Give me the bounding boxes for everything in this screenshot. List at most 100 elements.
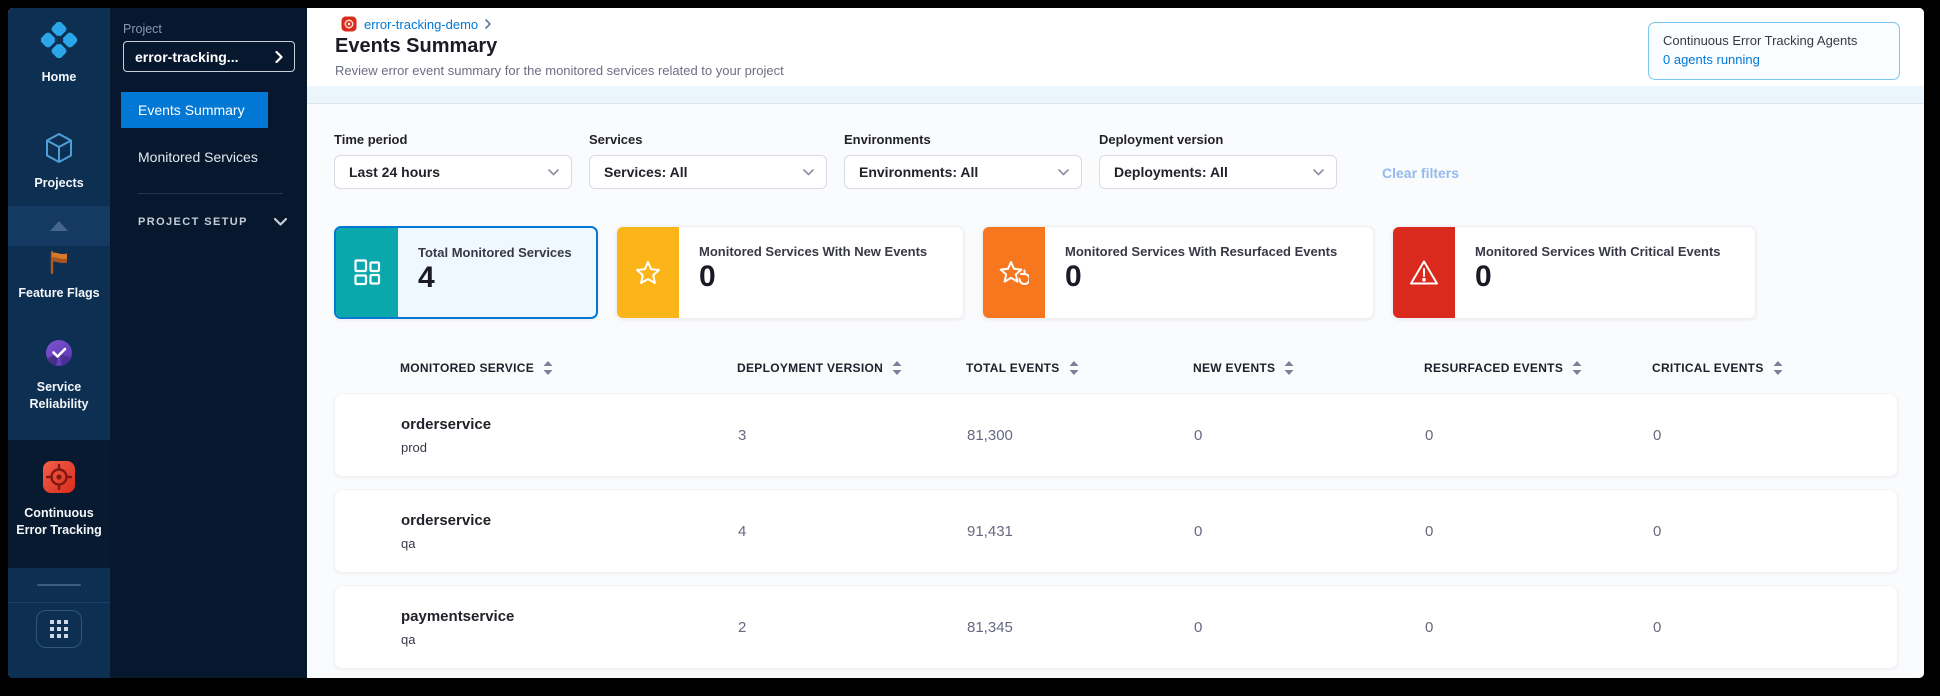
sidebar-item-service-reliability[interactable]: Service Reliability xyxy=(8,338,110,412)
sidebar-item-continuous-error-tracking[interactable]: Continuous Error Tracking xyxy=(8,460,110,538)
total-events-cell: 81,300 xyxy=(967,426,1013,444)
summary-cards: Total Monitored Services 4 Monitored Ser… xyxy=(334,226,1924,319)
cube-icon xyxy=(44,132,74,168)
sidebar-item-label: Feature Flags xyxy=(18,286,100,301)
card-label: Monitored Services With Critical Events xyxy=(1475,244,1721,259)
breadcrumb-project-link[interactable]: error-tracking-demo xyxy=(364,16,479,32)
filter-time-period: Time period Last 24 hours xyxy=(334,132,572,189)
table-row[interactable]: orderservice prod 3 81,300 0 0 0 xyxy=(334,393,1898,477)
table-row[interactable]: paymentservice qa 2 81,345 0 0 0 xyxy=(334,585,1898,669)
agents-box-title: Continuous Error Tracking Agents xyxy=(1663,33,1858,48)
page-content: Time period Last 24 hours Services Servi… xyxy=(307,104,1924,678)
sidebar-item-label: Home xyxy=(41,70,77,85)
select-value: Last 24 hours xyxy=(349,164,441,180)
column-header-total-events[interactable]: Total Events xyxy=(966,361,1193,375)
error-tracking-icon xyxy=(42,460,76,498)
time-period-select[interactable]: Last 24 hours xyxy=(334,155,572,189)
nav-item-monitored-services[interactable]: Monitored Services xyxy=(138,149,258,165)
column-header-resurfaced-events[interactable]: Resurfaced Events xyxy=(1424,361,1652,375)
filter-label: Time period xyxy=(334,132,408,147)
environments-select[interactable]: Environments: All xyxy=(844,155,1082,189)
chevron-down-icon xyxy=(1313,168,1324,176)
select-value: Deployments: All xyxy=(1114,164,1228,180)
module-grid-button[interactable] xyxy=(36,610,82,648)
star-resurfaced-icon xyxy=(999,260,1029,285)
card-value: 0 xyxy=(1065,260,1082,293)
harness-logo-icon xyxy=(40,21,78,62)
service-cell: paymentservice qa xyxy=(401,608,738,647)
sidebar-item-feature-flags[interactable]: Feature Flags xyxy=(8,250,110,302)
project-nav: Project error-tracking... Events Summary… xyxy=(110,8,307,678)
project-selector[interactable]: error-tracking... xyxy=(123,41,295,72)
sort-icon xyxy=(543,361,553,375)
new-events-cell: 0 xyxy=(1194,618,1203,636)
column-header-critical-events[interactable]: Critical Events xyxy=(1652,361,1898,375)
grid-icon xyxy=(50,620,68,638)
card-icon-block xyxy=(336,228,398,317)
error-tracking-icon xyxy=(341,16,357,32)
card-icon-block xyxy=(1393,227,1455,318)
project-setup-label: PROJECT SETUP xyxy=(138,216,248,228)
filter-deployment-version: Deployment version Deployments: All xyxy=(1099,132,1337,189)
agents-running-link[interactable]: 0 agents running xyxy=(1663,52,1760,67)
card-value: 0 xyxy=(699,260,716,293)
clear-filters-button[interactable]: Clear filters xyxy=(1382,165,1460,181)
nav-scroll-up[interactable] xyxy=(8,206,110,246)
dashboard-grid-icon xyxy=(353,259,380,286)
table-row[interactable]: orderservice qa 4 91,431 0 0 0 xyxy=(334,489,1898,573)
card-label: Monitored Services With New Events xyxy=(699,244,928,259)
deployments-select[interactable]: Deployments: All xyxy=(1099,155,1337,189)
filter-label: Services xyxy=(589,132,643,147)
service-name: orderservice xyxy=(401,511,492,529)
project-section-label: Project xyxy=(123,22,162,36)
service-environment: qa xyxy=(401,535,416,551)
nav-resize-handle[interactable] xyxy=(37,584,81,586)
filter-label: Environments xyxy=(844,132,931,147)
nav-item-events-summary[interactable]: Events Summary xyxy=(121,92,268,128)
column-header-new-events[interactable]: New Events xyxy=(1193,361,1424,375)
project-setup-toggle[interactable]: PROJECT SETUP xyxy=(138,216,287,228)
page-header: error-tracking-demo Events Summary Revie… xyxy=(307,8,1924,86)
chevron-up-icon xyxy=(50,221,68,231)
divider xyxy=(8,602,110,603)
sort-icon xyxy=(1069,361,1079,375)
module-nav-footer xyxy=(8,568,110,678)
sort-icon xyxy=(1284,361,1294,375)
column-header-monitored-service[interactable]: Monitored Service xyxy=(400,361,737,375)
filter-services: Services Services: All xyxy=(589,132,827,189)
card-total-monitored-services[interactable]: Total Monitored Services 4 xyxy=(334,226,598,319)
nav-item-label: Monitored Services xyxy=(138,149,258,165)
chevron-right-icon xyxy=(275,50,283,63)
sidebar-item-label: Service Reliability xyxy=(29,380,89,411)
sidebar-item-projects[interactable]: Projects xyxy=(8,132,110,192)
column-header-deployment-version[interactable]: Deployment Version xyxy=(737,361,966,375)
chevron-down-icon xyxy=(273,218,287,226)
page-subtitle: Review error event summary for the monit… xyxy=(335,63,784,78)
toolbar-strip xyxy=(307,86,1924,104)
deployment-version-cell: 4 xyxy=(738,522,747,540)
card-label: Monitored Services With Resurfaced Event… xyxy=(1065,244,1338,259)
card-critical-events[interactable]: Monitored Services With Critical Events … xyxy=(1392,226,1756,319)
reliability-icon xyxy=(44,338,74,372)
resurfaced-events-cell: 0 xyxy=(1425,618,1434,636)
card-value: 0 xyxy=(1475,260,1492,293)
flag-icon xyxy=(47,250,71,278)
new-events-cell: 0 xyxy=(1194,522,1203,540)
service-name: paymentservice xyxy=(401,607,515,625)
card-icon-block xyxy=(617,227,679,318)
resurfaced-events-cell: 0 xyxy=(1425,426,1434,444)
card-resurfaced-events[interactable]: Monitored Services With Resurfaced Event… xyxy=(982,226,1374,319)
card-new-events[interactable]: Monitored Services With New Events 0 xyxy=(616,226,964,319)
star-icon xyxy=(636,260,660,284)
card-icon-block xyxy=(983,227,1045,318)
services-select[interactable]: Services: All xyxy=(589,155,827,189)
critical-events-cell: 0 xyxy=(1653,618,1662,636)
page-title: Events Summary xyxy=(335,35,498,57)
sort-icon xyxy=(1572,361,1582,375)
service-cell: orderservice prod xyxy=(401,416,738,455)
table-header-row: Monitored Service Deployment Version Tot… xyxy=(334,355,1898,381)
events-table: Monitored Service Deployment Version Tot… xyxy=(334,355,1898,669)
service-cell: orderservice qa xyxy=(401,512,738,551)
chevron-down-icon xyxy=(548,168,559,176)
sidebar-item-home[interactable]: Home xyxy=(8,21,110,86)
